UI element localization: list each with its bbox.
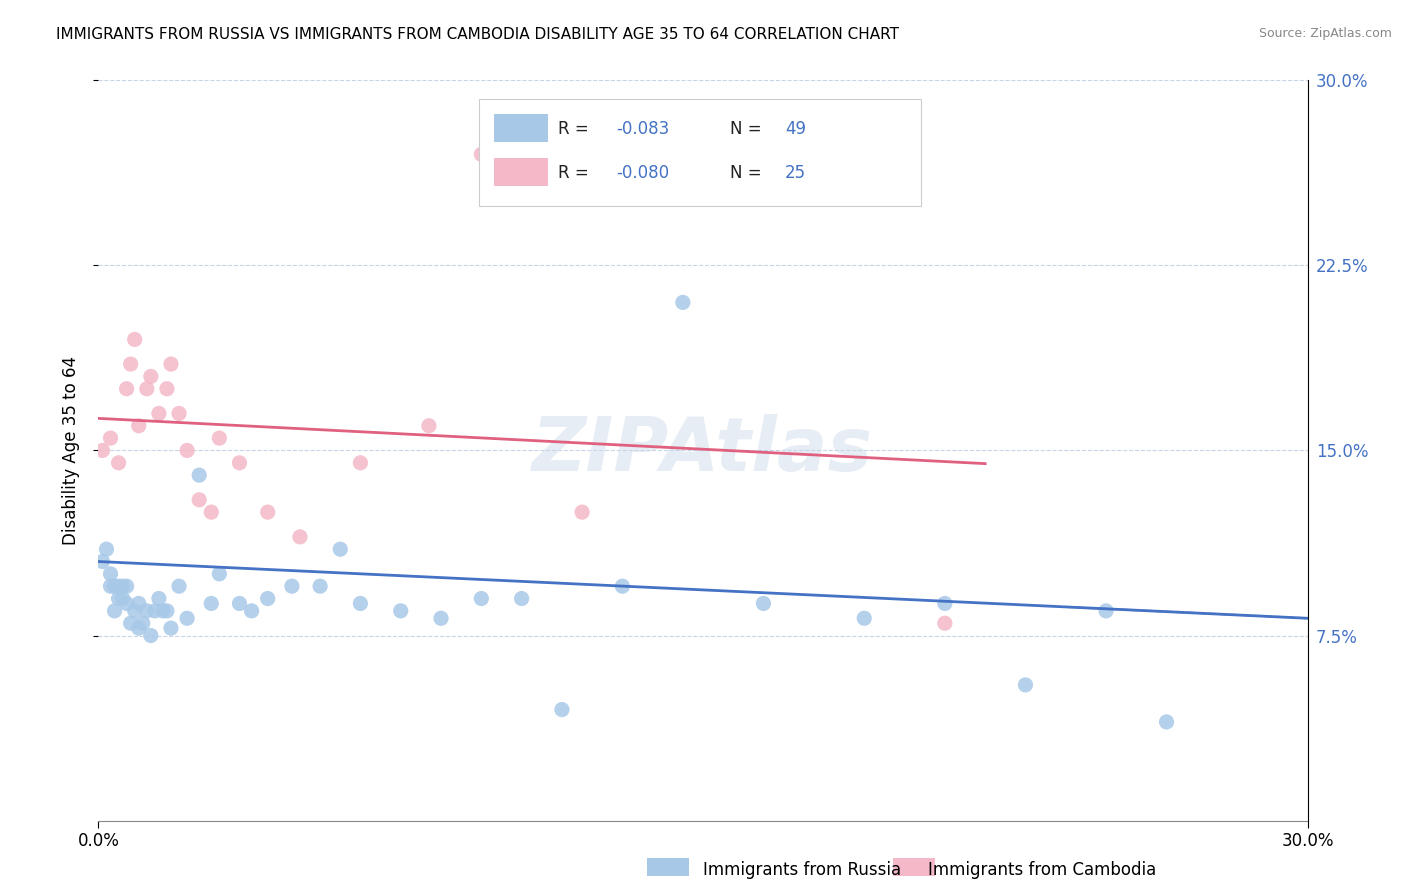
Point — [91, 443, 114, 458]
Point — [135, 604, 157, 618]
Point — [188, 492, 211, 507]
Point — [167, 407, 190, 421]
Text: Immigrants from Cambodia: Immigrants from Cambodia — [928, 861, 1156, 879]
Point — [752, 597, 775, 611]
Text: IMMIGRANTS FROM RUSSIA VS IMMIGRANTS FROM CAMBODIA DISABILITY AGE 35 TO 64 CORRE: IMMIGRANTS FROM RUSSIA VS IMMIGRANTS FRO… — [56, 27, 900, 42]
Point — [152, 604, 174, 618]
Point — [430, 611, 453, 625]
Point — [107, 456, 129, 470]
Point — [470, 591, 492, 606]
Point — [111, 591, 134, 606]
Point — [1014, 678, 1036, 692]
Point — [228, 456, 250, 470]
Bar — [494, 158, 548, 186]
Text: N =: N = — [730, 164, 766, 182]
Point — [240, 604, 263, 618]
Point — [128, 597, 150, 611]
Point — [160, 357, 183, 371]
Text: Source: ZipAtlas.com: Source: ZipAtlas.com — [1258, 27, 1392, 40]
Point — [934, 616, 956, 631]
Point — [349, 597, 371, 611]
Point — [551, 703, 574, 717]
Point — [91, 555, 114, 569]
Point — [124, 604, 146, 618]
Point — [309, 579, 332, 593]
Point — [96, 542, 118, 557]
Text: Immigrants from Russia: Immigrants from Russia — [703, 861, 901, 879]
Point — [349, 456, 371, 470]
Bar — [647, 858, 689, 876]
Point — [120, 357, 142, 371]
Point — [120, 616, 142, 631]
Point — [389, 604, 412, 618]
Point — [115, 579, 138, 593]
Point — [510, 591, 533, 606]
Point — [281, 579, 304, 593]
Text: N =: N = — [730, 120, 766, 137]
Point — [470, 147, 492, 161]
Point — [160, 621, 183, 635]
Point — [200, 597, 222, 611]
Point — [200, 505, 222, 519]
Point — [148, 407, 170, 421]
Point — [115, 382, 138, 396]
Point — [418, 418, 440, 433]
Point — [176, 611, 198, 625]
Point — [167, 579, 190, 593]
Point — [107, 579, 129, 593]
Point — [143, 604, 166, 618]
Point — [103, 604, 125, 618]
Point — [139, 369, 162, 384]
Point — [934, 597, 956, 611]
Point — [288, 530, 311, 544]
Point — [124, 332, 146, 346]
Point — [132, 616, 155, 631]
Point — [208, 566, 231, 581]
Text: -0.083: -0.083 — [616, 120, 669, 137]
Point — [100, 431, 122, 445]
Point — [672, 295, 695, 310]
Point — [1095, 604, 1118, 618]
Point — [228, 597, 250, 611]
Point — [256, 505, 278, 519]
Point — [256, 591, 278, 606]
Point — [571, 505, 593, 519]
Bar — [494, 113, 548, 142]
Point — [148, 591, 170, 606]
Point — [115, 597, 138, 611]
Point — [188, 468, 211, 483]
Text: R =: R = — [558, 164, 593, 182]
Point — [612, 579, 634, 593]
Point — [139, 628, 162, 642]
Text: 49: 49 — [785, 120, 806, 137]
Point — [103, 579, 125, 593]
Point — [111, 579, 134, 593]
Text: 25: 25 — [785, 164, 807, 182]
Y-axis label: Disability Age 35 to 64: Disability Age 35 to 64 — [62, 356, 80, 545]
Point — [135, 382, 157, 396]
Point — [329, 542, 352, 557]
Text: -0.080: -0.080 — [616, 164, 669, 182]
Point — [128, 621, 150, 635]
Point — [176, 443, 198, 458]
Point — [208, 431, 231, 445]
Point — [156, 604, 179, 618]
Point — [100, 566, 122, 581]
Point — [128, 418, 150, 433]
Point — [853, 611, 876, 625]
Point — [107, 591, 129, 606]
Point — [1156, 714, 1178, 729]
Bar — [893, 858, 935, 876]
Point — [100, 579, 122, 593]
Text: ZIPAtlas: ZIPAtlas — [533, 414, 873, 487]
Text: R =: R = — [558, 120, 593, 137]
Point — [156, 382, 179, 396]
FancyBboxPatch shape — [479, 99, 921, 206]
